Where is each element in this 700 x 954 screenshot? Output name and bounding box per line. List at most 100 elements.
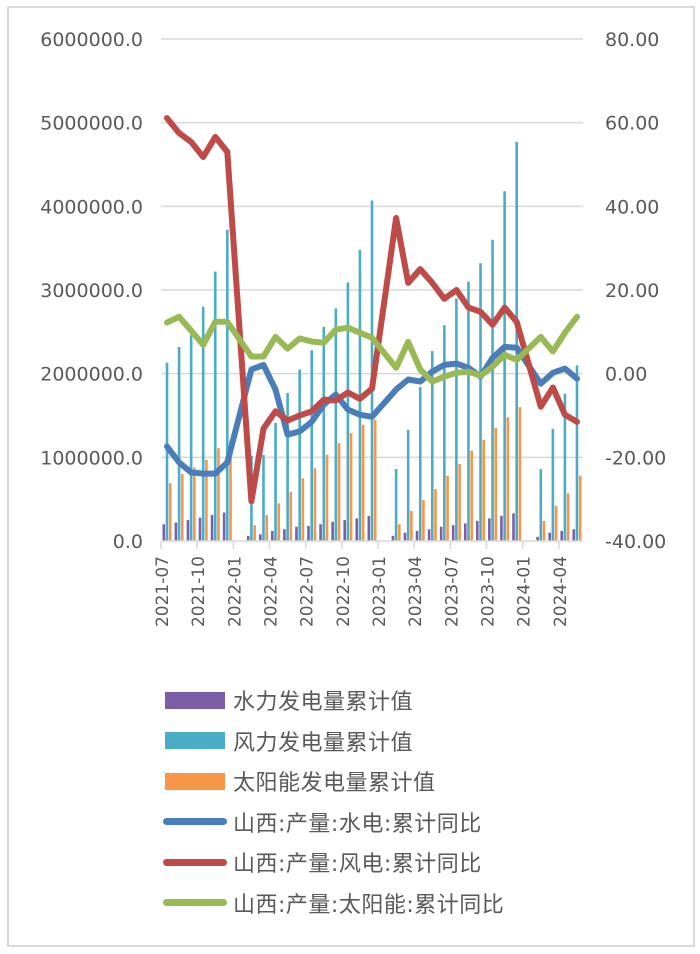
legend-item-hydro-yoy: 山西:产量:水电:累计同比	[163, 802, 504, 843]
bar	[434, 489, 437, 541]
legend-item-wind-yoy: 山西:产量:风电:累计同比	[163, 842, 504, 883]
bar	[213, 271, 217, 541]
x-tick-label: 2021-07	[153, 556, 173, 627]
bar	[575, 365, 579, 541]
bar	[349, 433, 353, 541]
x-tick-label: 2023-01	[370, 556, 390, 627]
bar	[168, 483, 172, 541]
bar	[536, 536, 539, 541]
bar	[542, 520, 546, 541]
solar-swatch-icon	[165, 772, 225, 790]
bar	[518, 407, 522, 541]
bar	[446, 475, 449, 541]
left-tick-label: 4000000.0	[40, 196, 143, 218]
bar	[500, 515, 503, 541]
bar	[258, 534, 262, 541]
bar	[274, 423, 277, 541]
bar	[410, 510, 413, 541]
bar	[391, 535, 395, 541]
bar	[398, 524, 401, 541]
x-tick-label: 2024-01	[515, 556, 535, 627]
x-tick-label: 2022-04	[262, 556, 282, 627]
bar	[298, 369, 301, 541]
legend-label: 太阳能发电量累计值	[233, 771, 436, 797]
bar	[458, 464, 461, 541]
bar	[283, 529, 286, 541]
right-tick-label: 20.00	[605, 280, 659, 302]
right-tick-label: 40.00	[605, 196, 659, 218]
bar	[554, 505, 558, 541]
legend-label: 山西:产量:风电:累计同比	[233, 852, 482, 878]
bar	[343, 520, 346, 541]
right-tick-label: -20.00	[605, 447, 666, 469]
bar	[222, 512, 226, 541]
bar	[539, 469, 543, 541]
legend-item-wind-value: 风力发电量累计值	[165, 721, 504, 762]
right-tick-label: 0.00	[605, 364, 647, 386]
bar	[548, 532, 551, 541]
bar	[205, 459, 208, 541]
bar	[476, 520, 479, 541]
bar	[415, 530, 419, 541]
bar	[289, 491, 293, 541]
bar	[262, 454, 265, 541]
left-y-axis: 0.0 1000000.0 2000000.0 3000000.0 4000000.0 5…	[40, 29, 143, 553]
bar	[210, 515, 214, 541]
bar	[189, 335, 193, 541]
hydro-yoy-line-icon	[163, 818, 227, 826]
bar	[551, 428, 555, 541]
bar	[443, 325, 446, 541]
bar	[201, 306, 205, 541]
bar	[572, 529, 576, 541]
left-tick-label: 3000000.0	[40, 280, 143, 302]
bar	[578, 475, 582, 541]
bar	[337, 443, 341, 541]
legend-item-hydro-value: 水力发电量累计值	[165, 680, 504, 721]
bar	[361, 424, 365, 541]
bar	[367, 515, 371, 541]
bar	[217, 448, 220, 541]
bar	[277, 503, 281, 541]
bar	[566, 493, 570, 541]
line-series	[164, 115, 580, 505]
yoy-line	[164, 343, 580, 477]
x-tick-label: 2022-01	[225, 556, 245, 627]
left-tick-label: 0.0	[113, 531, 143, 553]
bar	[310, 350, 314, 541]
bar	[470, 450, 473, 541]
bar	[174, 522, 178, 541]
x-tick-label: 2023-10	[479, 556, 499, 627]
yoy-line	[164, 115, 580, 505]
x-axis: 2021-07 2021-10 2022-01 2022-04 2022-07 2022-…	[153, 540, 583, 627]
wind-swatch-icon	[165, 732, 225, 750]
bar	[430, 351, 434, 541]
right-tick-label: 80.00	[605, 29, 659, 51]
bar	[325, 454, 329, 541]
bar	[427, 529, 431, 541]
x-tick-label: 2022-10	[334, 556, 354, 627]
right-tick-label: 60.00	[605, 113, 659, 135]
left-tick-label: 6000000.0	[40, 29, 143, 51]
bar	[286, 392, 289, 541]
bar	[467, 281, 470, 541]
bar	[307, 525, 310, 541]
bar	[451, 525, 455, 541]
bar	[295, 526, 298, 541]
bar	[482, 439, 486, 541]
bar	[422, 500, 425, 541]
bar	[560, 530, 564, 541]
x-tick-label: 2023-04	[406, 556, 426, 627]
bar	[479, 263, 482, 541]
yoy-line	[164, 313, 580, 385]
bar	[319, 524, 322, 541]
bar	[198, 517, 202, 541]
bar	[301, 478, 305, 541]
right-y-axis: -40.00 -20.00 0.00 20.00 40.00 60.00 80.00	[605, 29, 666, 553]
bar	[512, 513, 515, 541]
bar	[406, 429, 410, 541]
left-tick-label: 1000000.0	[40, 447, 143, 469]
bar	[331, 521, 334, 541]
bar	[229, 440, 232, 541]
bar	[313, 468, 317, 541]
